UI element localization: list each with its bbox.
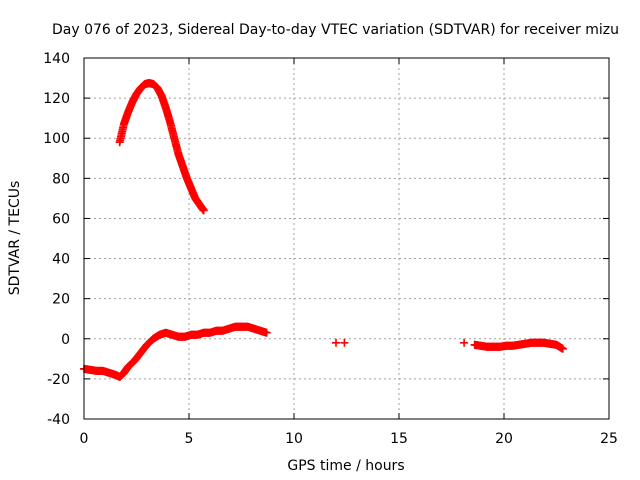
plot-frame	[83, 57, 610, 420]
y-tick-label: -20	[47, 372, 70, 388]
y-tick-label: -40	[47, 412, 70, 428]
y-tick-label: 100	[43, 131, 70, 147]
y-tick-label: 20	[52, 292, 70, 308]
y-tick-label: 140	[43, 51, 70, 67]
x-axis-label: GPS time / hours	[287, 458, 404, 474]
data-point	[262, 328, 271, 337]
tick-labels: 0 5 10 15 20 25 -40 -20 0 20 40 60 80 100 120 140	[43, 51, 618, 447]
x-tick-label: 0	[80, 431, 89, 447]
y-axis-label: SDTVAR / TECUs	[7, 181, 23, 296]
x-tick-label: 10	[285, 431, 303, 447]
data-marks	[80, 79, 567, 381]
data-point	[558, 344, 567, 353]
x-tick-label: 20	[495, 431, 513, 447]
series-arc-peak	[115, 79, 208, 215]
series-arc-low	[80, 322, 271, 381]
y-tick-label: 40	[52, 252, 70, 268]
series-sparse	[332, 338, 469, 347]
data-point	[199, 206, 208, 215]
y-tick-label: 80	[52, 171, 70, 187]
series-arc-late	[470, 338, 567, 353]
chart-title: Day 076 of 2023, Sidereal Day-to-day VTE…	[52, 22, 619, 38]
x-tick-label: 15	[390, 431, 408, 447]
x-tick-label: 5	[185, 431, 194, 447]
y-tick-label: 60	[52, 211, 70, 227]
y-tick-label: 0	[61, 332, 70, 348]
x-tick-label: 25	[600, 431, 618, 447]
ticks	[83, 57, 610, 420]
data-point	[460, 338, 469, 347]
data-point	[340, 338, 349, 347]
grid	[84, 58, 609, 419]
y-tick-label: 120	[43, 91, 70, 107]
data-point	[332, 338, 340, 347]
